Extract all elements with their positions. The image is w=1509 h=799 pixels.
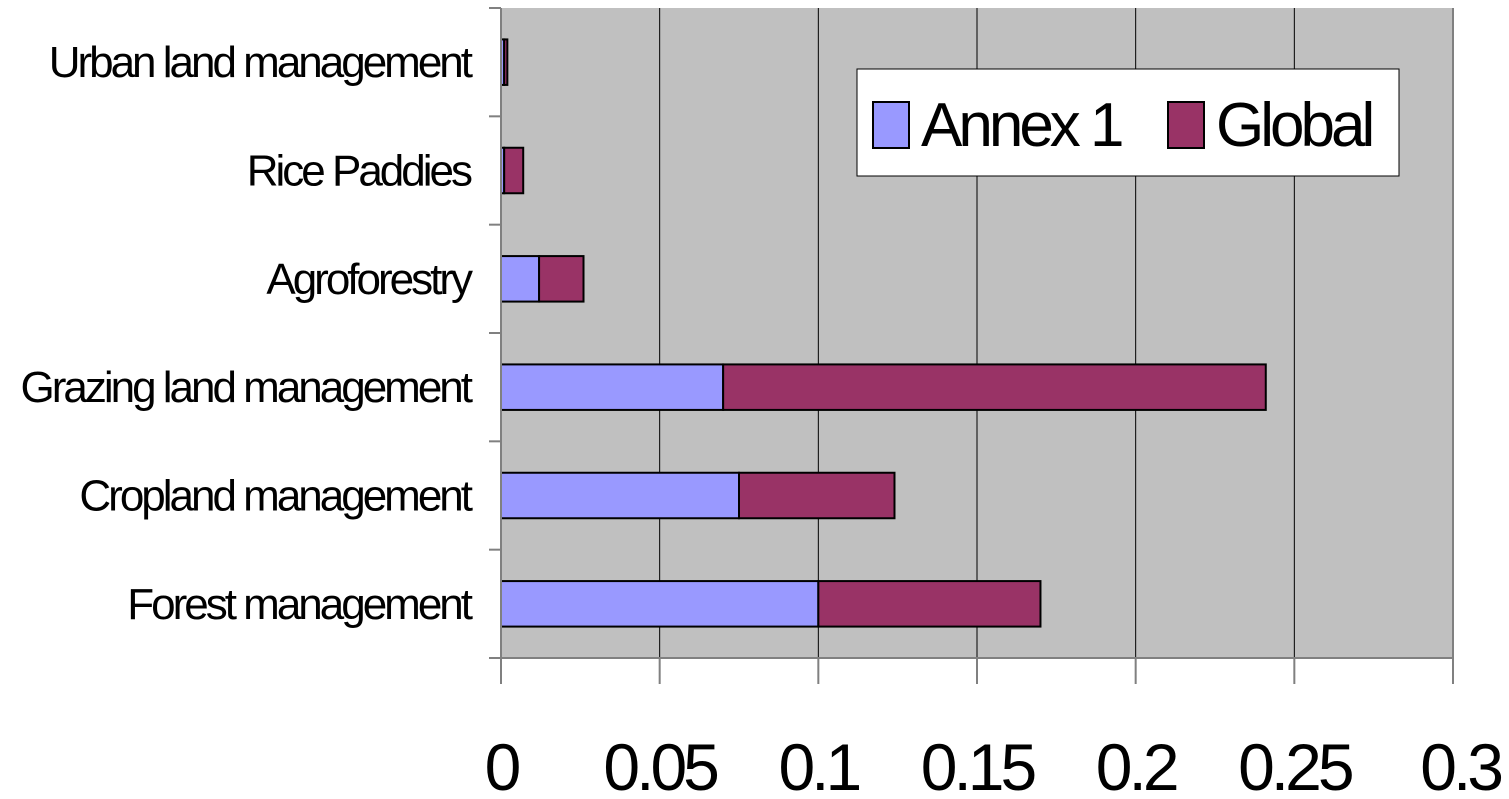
axes [489,7,1454,684]
bar-series-group [500,38,1267,628]
category-label-agroforestry: Agroforestry [266,255,473,304]
legend-label-annex-1: Annex 1 [921,91,1122,160]
bar-global-rice-paddies [503,146,525,195]
category-label-urban-land-management: Urban land management [49,38,473,87]
bar-global-grazing-land-management [722,363,1267,411]
x-tick-label-0_15: 0.15 [921,730,1035,794]
bar-annex-1-forest-management [500,580,820,628]
legend-label-global: Global [1216,91,1371,160]
category-label-forest-management: Forest management [127,580,473,629]
legend: Annex 1 Global [856,68,1400,177]
bar-global-urban-land-management [503,38,509,86]
x-tick-label-0: 0 [485,730,520,794]
category-label-cropland-management: Cropland management [79,472,472,521]
legend-box [856,68,1400,177]
x-tick-label-0_1: 0.1 [778,730,859,794]
x-tick-label-0_2: 0.2 [1096,730,1177,794]
category-label-grazing-land-management: Grazing land management [20,363,472,412]
bar-global-agroforestry [538,255,585,303]
x-tick-labels: 0 0.05 0.1 0.15 0.2 0.25 0.3 [485,730,1506,799]
x-tick-label-0_05: 0.05 [603,730,717,794]
bar-annex-1-agroforestry [500,255,541,303]
bar-annex-1-grazing-land-management [500,363,725,411]
x-tick-label-0_3: 0.3 [1420,730,1501,794]
legend-swatch-global [1167,101,1205,149]
legend-swatch-annex-1 [872,101,910,149]
bar-annex-1-cropland-management [500,471,740,520]
category-label-rice-paddies: Rice Paddies [247,147,472,196]
bar-global-forest-management [817,580,1042,628]
x-tick-label-0_25: 0.25 [1238,730,1352,794]
category-labels: Forest management Cropland management Graz… [20,38,476,629]
bar-global-cropland-management [738,471,896,520]
